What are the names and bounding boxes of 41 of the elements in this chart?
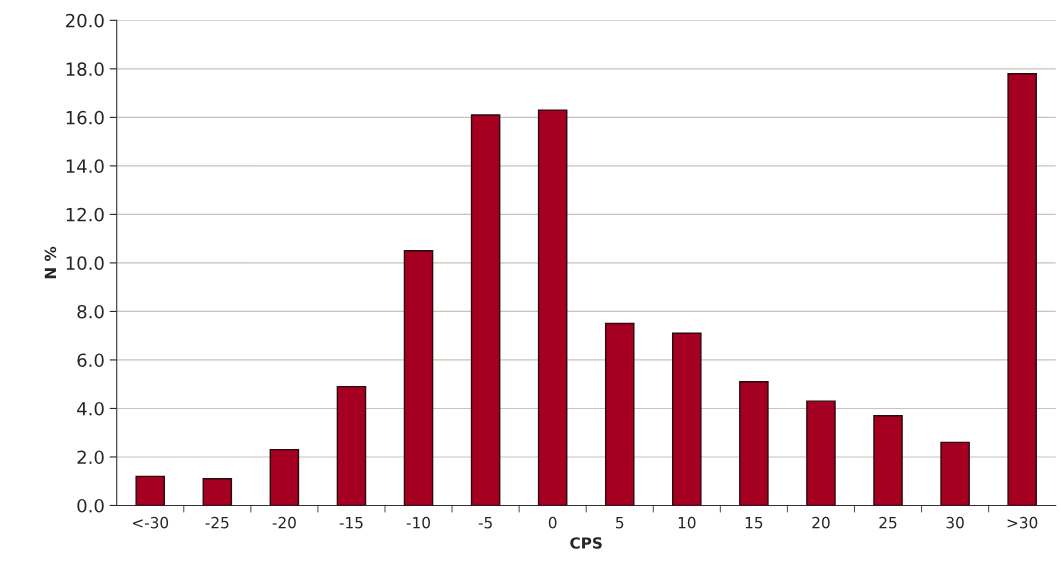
x-axis-title: CPS	[570, 537, 602, 549]
bar	[537, 109, 568, 506]
bar	[604, 322, 635, 506]
x-tick-label: -25	[205, 516, 229, 529]
y-tick-label: 18.0	[66, 62, 104, 76]
bar	[806, 400, 836, 506]
x-tick-label: 20	[812, 516, 830, 529]
bar	[202, 478, 233, 506]
x-tick-label: 10	[678, 516, 696, 529]
y-tick-label: 20.0	[66, 13, 104, 28]
bar	[336, 385, 367, 506]
y-tick-label: 6.0	[77, 353, 104, 368]
bar	[873, 415, 903, 506]
y-axis-title: N %	[44, 246, 57, 279]
x-tick-label: -20	[272, 516, 296, 529]
bar	[1007, 73, 1037, 506]
bar	[269, 448, 300, 506]
bar	[672, 332, 702, 506]
y-tick-label: 0.0	[77, 498, 104, 513]
y-tick-label: 2.0	[77, 450, 104, 465]
x-tick-label: >30	[1007, 516, 1038, 529]
y-tick-label: 8.0	[77, 304, 104, 319]
x-tick-label: <-30	[132, 516, 169, 529]
x-tick-label: 30	[946, 516, 964, 529]
x-tick-label: 0	[548, 516, 557, 529]
bar	[135, 475, 166, 506]
bar	[403, 250, 434, 506]
y-tick-label: 14.0	[66, 159, 104, 173]
x-tick-label: -15	[339, 517, 363, 529]
y-tick-label: 10.0	[66, 256, 104, 271]
bar	[739, 381, 769, 506]
bar	[940, 441, 970, 506]
x-tick-label: 5	[616, 517, 624, 529]
x-tick-label: 25	[879, 516, 897, 529]
y-tick-label: 4.0	[77, 401, 104, 416]
x-tick-label: -10	[406, 516, 430, 529]
x-tick-label: -5	[478, 517, 492, 529]
x-tick-label: 15	[745, 517, 763, 529]
y-tick-label: 16.0	[66, 110, 104, 125]
y-tick-label: 12.0	[66, 207, 104, 222]
bar	[470, 114, 501, 506]
